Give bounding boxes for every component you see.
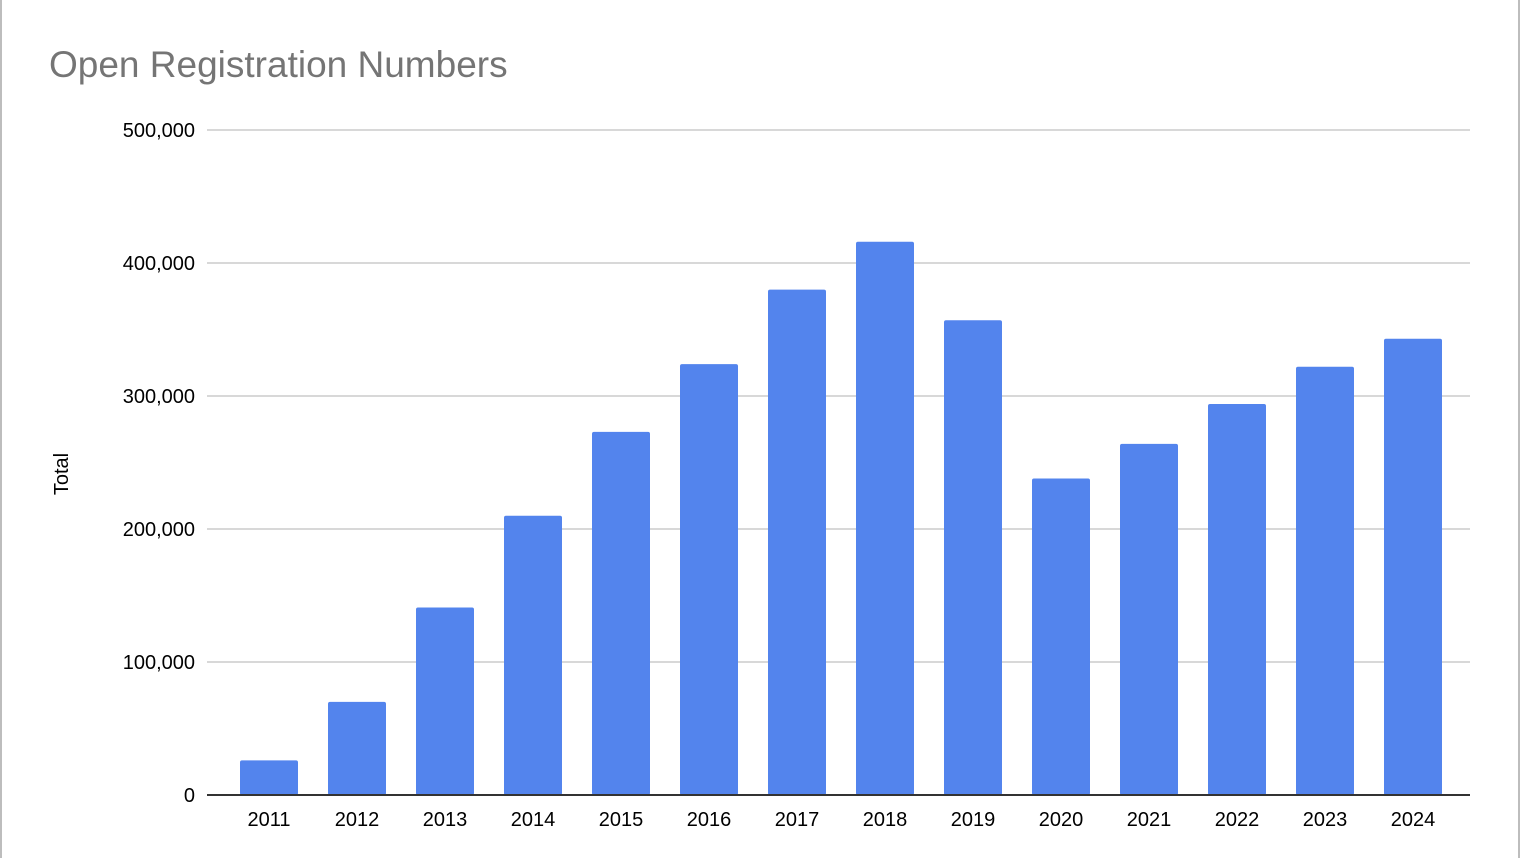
bar-2024 bbox=[1384, 338, 1442, 795]
x-tick-label: 2024 bbox=[1391, 809, 1436, 831]
y-tick-label: 500,000 bbox=[123, 120, 195, 142]
chart-title: Open Registration Numbers bbox=[49, 44, 508, 85]
x-tick-label: 2020 bbox=[1039, 809, 1084, 831]
x-tick-label: 2018 bbox=[863, 809, 908, 831]
bar-2018 bbox=[856, 241, 914, 796]
x-tick-label: 2016 bbox=[687, 809, 732, 831]
x-tick-label: 2021 bbox=[1127, 809, 1172, 831]
y-axis-tick-labels: 0 100,000 200,000 300,000 400,000 500,000 bbox=[123, 120, 195, 807]
bar-2022 bbox=[1208, 403, 1266, 795]
x-tick-label: 2013 bbox=[423, 809, 468, 831]
bar-2016 bbox=[680, 364, 738, 795]
x-tick-label: 2015 bbox=[599, 809, 644, 831]
x-tick-label: 2019 bbox=[951, 809, 996, 831]
y-axis-label: Total bbox=[51, 453, 73, 495]
bar-2021 bbox=[1120, 443, 1178, 795]
y-tick-label: 200,000 bbox=[123, 519, 195, 541]
x-axis-tick-labels: 2011 2012 2013 2014 2015 2016 2017 2018 2019 2020… bbox=[247, 809, 1435, 831]
bar-2017 bbox=[768, 289, 826, 795]
bar-2013 bbox=[416, 607, 474, 795]
x-tick-label: 2023 bbox=[1303, 809, 1348, 831]
bar-2020 bbox=[1032, 478, 1090, 795]
bar-2014 bbox=[504, 515, 562, 795]
y-tick-label: 300,000 bbox=[123, 386, 195, 408]
x-tick-label: 2012 bbox=[335, 809, 380, 831]
bar-2023 bbox=[1296, 366, 1354, 795]
bar-2019 bbox=[944, 320, 1002, 795]
grid-lines bbox=[207, 129, 1470, 663]
y-tick-label: 0 bbox=[184, 785, 195, 807]
x-tick-label: 2022 bbox=[1215, 809, 1260, 831]
bar-2012 bbox=[328, 701, 386, 795]
x-tick-label: 2011 bbox=[247, 809, 290, 831]
bars bbox=[240, 241, 1442, 796]
y-tick-label: 400,000 bbox=[123, 253, 195, 275]
bar-2015 bbox=[592, 431, 650, 795]
bar-2011 bbox=[240, 760, 298, 795]
x-tick-label: 2014 bbox=[511, 809, 556, 831]
y-tick-label: 100,000 bbox=[123, 652, 195, 674]
x-tick-label: 2017 bbox=[775, 809, 820, 831]
